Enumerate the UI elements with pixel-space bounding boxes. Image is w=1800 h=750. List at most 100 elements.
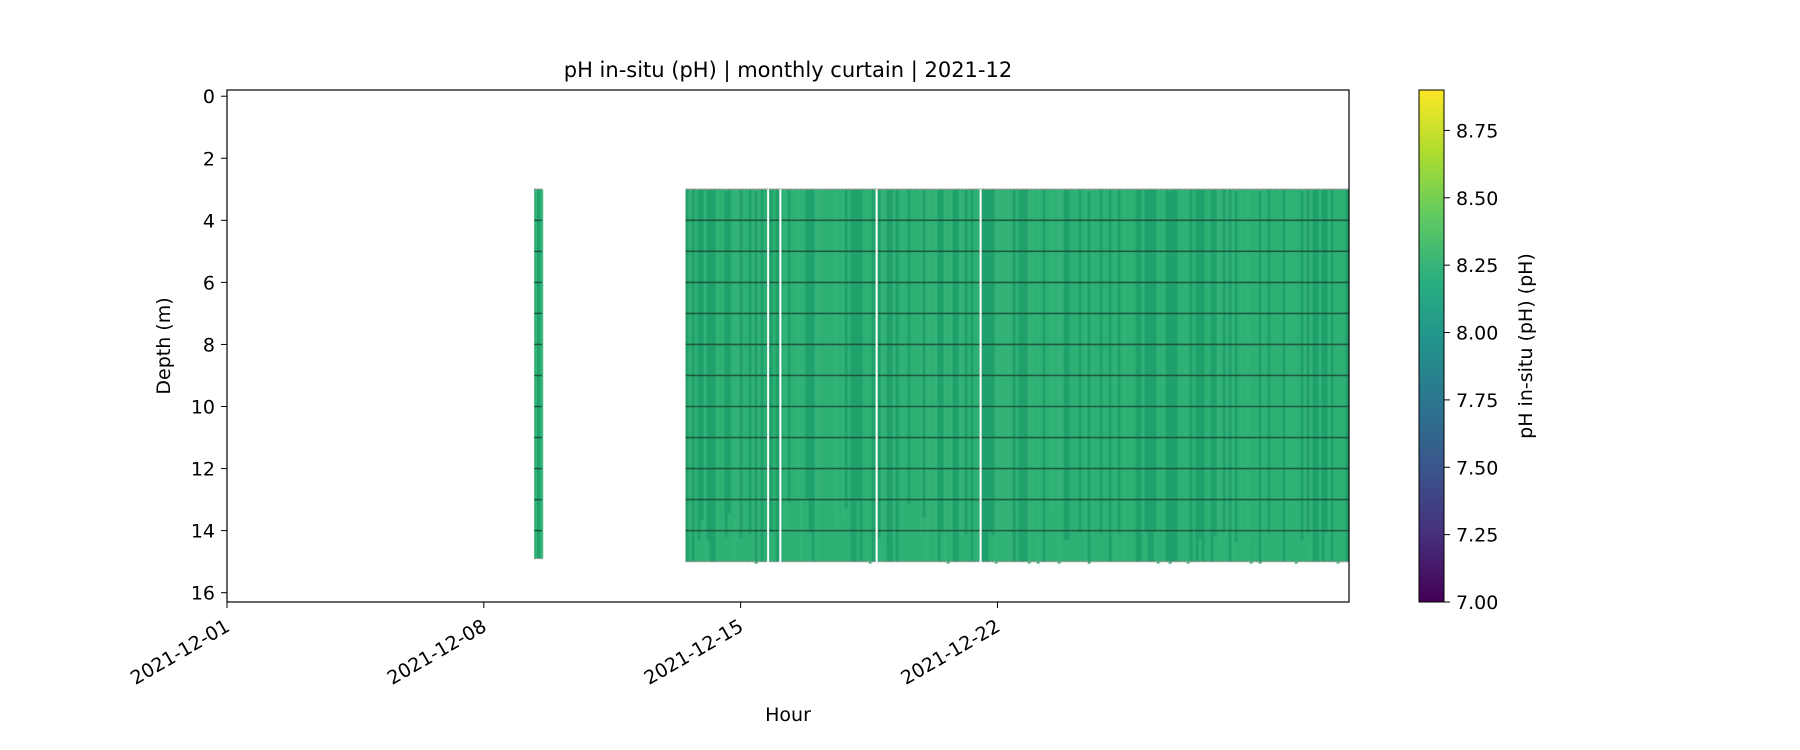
data-column [901,189,905,533]
data-column [739,189,743,538]
data-column [1153,189,1157,532]
y-tick-label: 12 [191,459,215,481]
data-column [1039,189,1043,514]
data-column [1306,189,1310,534]
data-column [835,189,839,540]
data-column [727,189,731,514]
data-column [1216,189,1220,519]
data-column [1303,189,1307,540]
data-column [1273,189,1277,539]
data-column [1288,189,1292,535]
data-column [988,189,992,532]
colorbar-tick-label: 7.00 [1456,592,1498,614]
colorbar: 7.00 7.25 7.50 7.75 8.00 8.25 8.50 8.75 pH in-s… [1418,89,1537,614]
data-column [1213,189,1217,537]
data-column [715,189,719,540]
data-column [748,189,752,534]
data-gap [767,189,770,565]
data-column [865,189,869,534]
data-column [1033,189,1037,531]
data-column [1066,189,1070,540]
data-column [1267,189,1271,534]
data-column [1327,189,1331,536]
data-column [1342,189,1346,536]
data-column [1078,189,1082,533]
data-column [958,189,962,531]
data-column [1030,189,1034,531]
colorbar-tick-label: 7.50 [1456,457,1498,479]
data-column [1057,191,1061,564]
data-column [1222,189,1226,532]
data-column [841,189,845,519]
data-column [1318,189,1322,533]
data-column [1036,191,1040,564]
data-gap [875,189,878,565]
data-column [1027,191,1031,564]
data-block-2 [685,188,1349,564]
data-column [1051,189,1055,517]
x-axis-label: Hour [765,704,811,726]
data-column [796,189,800,497]
data-column [1225,191,1229,539]
data-column [706,189,710,540]
data-column [907,189,911,505]
data-column [838,189,842,516]
data-column [877,189,881,538]
data-column [847,189,851,537]
data-column [946,191,950,564]
colorbar-tick-label: 8.50 [1456,188,1498,210]
data-column [1234,191,1238,542]
data-column [844,189,848,509]
data-column [928,189,932,532]
data-column [1003,189,1007,539]
data-column [1252,189,1256,540]
data-column [1000,189,1004,534]
data-column [976,189,980,534]
colorbar-gradient [1418,89,1445,603]
data-column [1276,189,1280,511]
data-column [1279,189,1283,538]
data-column [940,189,944,532]
data-column [919,189,923,536]
data-column [1192,189,1196,532]
y-tick-label: 8 [203,334,215,356]
y-axis-label: Depth (m) [153,297,175,394]
plot-area [226,89,1350,603]
data-column [1111,189,1115,535]
data-column [883,191,887,537]
y-tick-label: 14 [191,521,215,543]
data-block-1 [534,188,544,560]
data-column [537,189,541,559]
data-column [787,189,791,503]
data-column [730,189,734,535]
data-column [1336,191,1340,564]
y-tick-label: 2 [203,148,215,170]
data-column [961,191,965,539]
colorbar-tick-label: 8.25 [1456,255,1498,277]
data-column [1168,191,1172,564]
colorbar-ticks: 7.00 7.25 7.50 7.75 8.00 8.25 8.50 8.75 [1444,120,1498,614]
data-column [1081,189,1085,531]
data-column [913,189,917,537]
data-column [700,189,704,521]
colorbar-tick-label: 8.00 [1456,323,1498,345]
data-column [1324,189,1328,534]
data-column [1156,191,1160,564]
data-column [540,189,544,559]
data-column [991,189,995,536]
data-column [1144,189,1148,533]
data-gap [979,189,982,565]
data-column [868,191,872,564]
data-column [697,189,701,540]
data-column [1300,191,1304,540]
data-column [964,189,968,535]
data-gap [779,189,782,565]
data-column [1294,191,1298,564]
data-column [1063,189,1067,540]
data-column [534,189,538,559]
data-column [1291,189,1295,509]
y-tick-label: 16 [191,583,215,605]
data-column [997,189,1001,532]
data-column [769,189,773,533]
